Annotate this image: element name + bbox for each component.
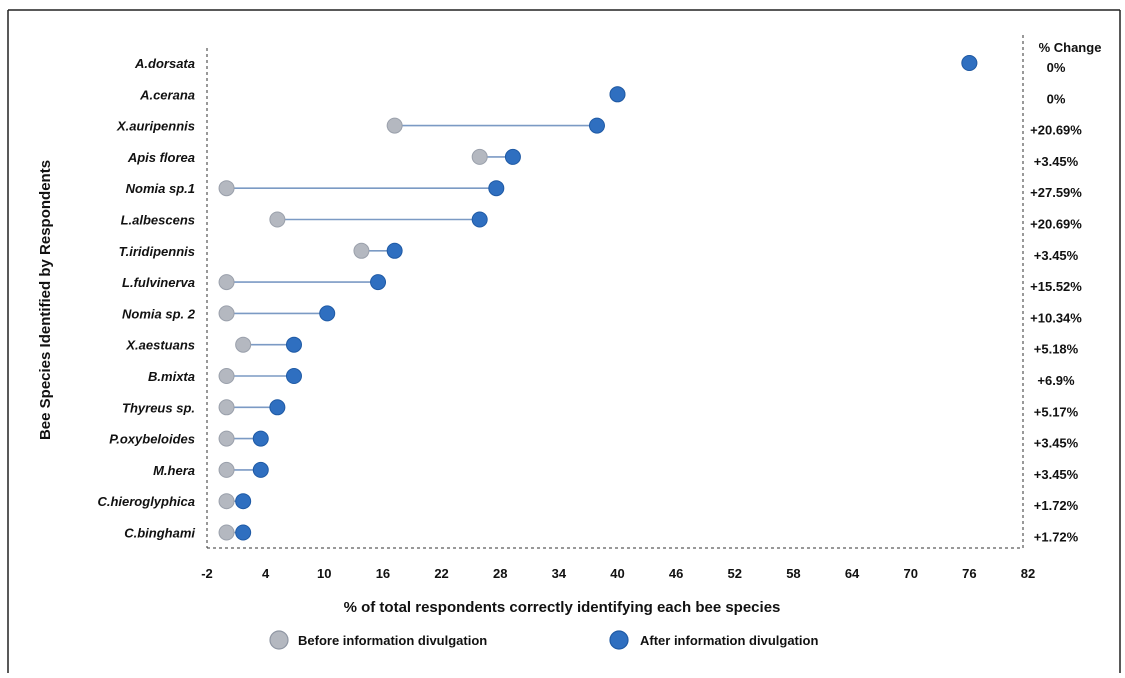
before-point [235,336,252,353]
x-tick-label: 64 [845,566,860,581]
species-label: L.albescens [121,213,195,228]
species-label: Apis florea [127,150,195,165]
x-tick-label: 10 [317,566,331,581]
change-labels: 0% 0% +20.69% +3.45% +27.59% +20.69% +3.45% +15… [1030,60,1082,545]
before-point [218,430,235,447]
change-label: +1.72% [1034,530,1079,545]
after-point [269,399,286,416]
x-tick-label: 22 [434,566,448,581]
legend-after-marker [609,630,629,650]
legend-before-marker [269,630,289,650]
species-label: Nomia sp. 2 [122,306,196,321]
after-point [504,148,521,165]
change-label: +3.45% [1034,467,1079,482]
change-header: % Change [1039,40,1102,55]
species-labels: A.dorsata A.cerana X.auripennis Apis florea… [97,56,195,541]
species-label: B.mixta [148,369,195,384]
before-point [218,524,235,541]
species-label: C.hieroglyphica [97,494,195,509]
y-axis-title: Bee Species Identified by Respondents [37,160,54,440]
change-label: 0% [1047,60,1066,75]
after-point [252,461,269,478]
after-point [961,55,978,71]
x-tick-label: 58 [786,566,800,581]
after-point [609,86,626,103]
x-tick-label: 52 [728,566,742,581]
after-point [386,242,403,259]
species-label: A.cerana [139,87,195,102]
change-label: +5.17% [1034,404,1079,419]
change-label: +5.18% [1034,342,1079,357]
after-point [370,274,387,291]
x-tick-label: 4 [262,566,270,581]
change-label: +3.45% [1034,248,1079,263]
after-point [252,430,269,447]
before-point [218,368,235,384]
change-label: 0% [1047,91,1066,106]
x-tick-label: 28 [493,566,507,581]
legend: Before information divulgation After inf… [269,630,818,650]
after-point [319,305,336,322]
after-point [235,493,252,510]
change-label: +1.72% [1034,498,1079,513]
legend-after-label: After information divulgation [640,633,818,648]
before-point [218,399,235,416]
x-tick-labels: -2 4 10 16 22 28 34 40 46 52 58 64 70 76 82 [201,566,1035,581]
x-tick-label: 16 [376,566,390,581]
x-tick-label: 82 [1021,566,1035,581]
before-point [218,180,235,197]
after-point [285,336,302,353]
before-point [353,242,370,259]
before-point [269,211,286,228]
after-point [235,524,252,541]
species-label: Nomia sp.1 [126,181,195,196]
before-point [218,305,235,322]
species-label: T.iridipennis [119,244,195,259]
after-point [285,368,302,384]
before-point [218,274,235,291]
x-tick-label: 40 [610,566,624,581]
before-point [218,461,235,478]
species-label: Thyreus sp. [122,400,195,415]
change-label: +6.9% [1037,373,1075,388]
species-label: M.hera [153,463,195,478]
species-label: X.auripennis [116,119,195,134]
x-tick-label: 46 [669,566,683,581]
species-label: C.binghami [124,526,195,541]
species-label: X.aestuans [125,338,195,353]
x-tick-label: 34 [552,566,567,581]
change-label: +20.69% [1030,217,1082,232]
connector-lines [226,124,597,534]
after-point [488,180,505,197]
change-label: +3.45% [1034,154,1079,169]
species-label: A.dorsata [134,56,195,71]
species-label: P.oxybeloides [109,432,195,447]
x-tick-label: -2 [201,566,213,581]
change-label: +3.45% [1034,436,1079,451]
before-point [471,148,488,165]
change-label: +27.59% [1030,185,1082,200]
change-label: +20.69% [1030,123,1082,138]
x-tick-label: 70 [903,566,917,581]
after-point [588,117,605,134]
before-point [218,493,235,510]
x-axis-title: % of total respondents correctly identif… [344,599,781,616]
change-label: +10.34% [1030,310,1082,325]
after-points [235,55,978,541]
change-label: +15.52% [1030,279,1082,294]
before-point [386,117,403,134]
legend-before-label: Before information divulgation [298,633,487,648]
after-point [471,211,488,228]
x-tick-label: 76 [962,566,976,581]
species-label: L.fulvinerva [122,275,195,290]
